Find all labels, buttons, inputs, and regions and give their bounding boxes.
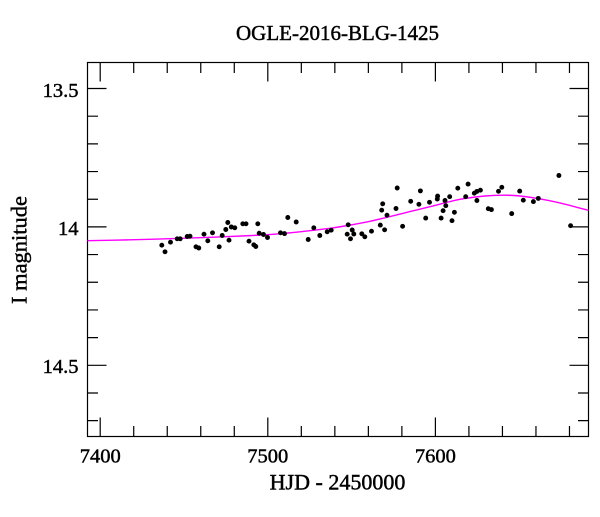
svg-text:14: 14 <box>58 218 79 240</box>
svg-text:HJD - 2450000: HJD - 2450000 <box>270 469 406 494</box>
svg-text:13.5: 13.5 <box>43 80 79 102</box>
svg-text:7600: 7600 <box>415 445 456 467</box>
svg-text:7400: 7400 <box>80 445 121 467</box>
svg-text:7500: 7500 <box>247 445 288 467</box>
svg-text:14.5: 14.5 <box>43 356 79 378</box>
svg-text:OGLE-2016-BLG-1425: OGLE-2016-BLG-1425 <box>236 21 439 45</box>
svg-text:I magnitude: I magnitude <box>7 196 32 304</box>
